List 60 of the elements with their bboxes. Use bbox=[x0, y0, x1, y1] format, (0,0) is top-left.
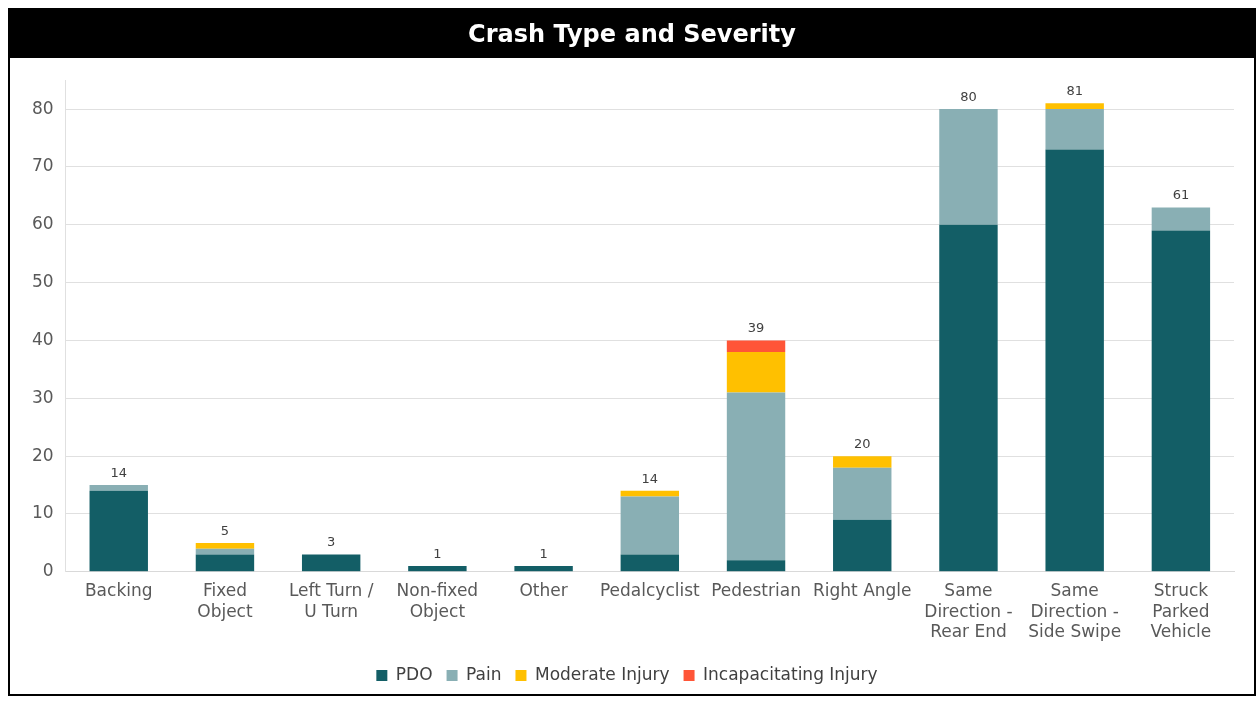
bar bbox=[833, 519, 892, 572]
bar bbox=[726, 560, 786, 572]
bar bbox=[620, 496, 680, 555]
bar bbox=[1045, 103, 1104, 110]
bar bbox=[195, 542, 255, 549]
total-label: 1 bbox=[433, 545, 442, 561]
total-label: 20 bbox=[853, 436, 871, 451]
legend-label: PDO bbox=[395, 663, 433, 684]
x-tick-label: Pedestrian bbox=[711, 580, 801, 601]
bar bbox=[89, 490, 148, 572]
x-tick-label: Same Direction - Side Swipe bbox=[1028, 580, 1122, 642]
bar bbox=[1045, 109, 1104, 150]
x-tick-label: Other bbox=[519, 580, 568, 601]
bar bbox=[195, 554, 255, 572]
total-label: 14 bbox=[110, 464, 128, 480]
legend-label: Incapacitating Injury bbox=[703, 663, 878, 684]
bar bbox=[1151, 207, 1211, 231]
x-tick-label: Struck Parked Vehicle bbox=[1150, 580, 1212, 642]
x-tick-label: Fixed Object bbox=[197, 580, 253, 621]
bar bbox=[620, 490, 680, 497]
y-tick-label: 80 bbox=[31, 97, 54, 118]
bar bbox=[726, 392, 786, 561]
total-label: 80 bbox=[960, 88, 977, 104]
y-tick-label: 70 bbox=[31, 155, 54, 176]
bar bbox=[939, 224, 998, 572]
y-tick-label: 20 bbox=[31, 444, 54, 465]
y-tick-label: 30 bbox=[31, 386, 54, 407]
bar bbox=[939, 109, 998, 225]
total-label: 5 bbox=[220, 522, 230, 538]
bar bbox=[408, 566, 467, 572]
y-tick-label: 40 bbox=[31, 328, 54, 349]
y-tick-label: 60 bbox=[31, 213, 54, 234]
total-label: 3 bbox=[327, 534, 336, 550]
x-tick-label: Non-fixed Object bbox=[396, 580, 479, 621]
y-tick-label: 50 bbox=[31, 271, 54, 292]
total-label: 61 bbox=[1172, 187, 1190, 203]
bar bbox=[514, 566, 573, 572]
x-tick-label: Backing bbox=[84, 580, 153, 601]
bar bbox=[301, 554, 361, 572]
bar bbox=[833, 467, 892, 520]
total-label: 81 bbox=[1066, 83, 1083, 99]
bar bbox=[89, 485, 148, 491]
legend-label: Moderate Injury bbox=[534, 663, 670, 684]
bar bbox=[1045, 149, 1104, 572]
bar bbox=[833, 456, 892, 468]
legend-label: Pain bbox=[466, 663, 502, 684]
total-label: 1 bbox=[539, 545, 548, 561]
x-tick-label: Same Direction - Rear End bbox=[924, 580, 1013, 642]
x-tick-label: Left Turn / U Turn bbox=[288, 580, 374, 621]
bar bbox=[726, 352, 786, 393]
total-label: 39 bbox=[747, 320, 765, 336]
y-tick-label: 10 bbox=[31, 502, 54, 523]
x-tick-label: Pedalcyclist bbox=[599, 580, 701, 601]
bar bbox=[620, 554, 680, 572]
total-label: 14 bbox=[641, 470, 659, 486]
y-tick-label: 0 bbox=[42, 560, 54, 581]
bar bbox=[1151, 230, 1211, 572]
chart-title: Crash Type and Severity bbox=[10, 10, 1254, 58]
bar bbox=[726, 340, 786, 353]
x-tick-label: Right Angle bbox=[812, 580, 912, 601]
